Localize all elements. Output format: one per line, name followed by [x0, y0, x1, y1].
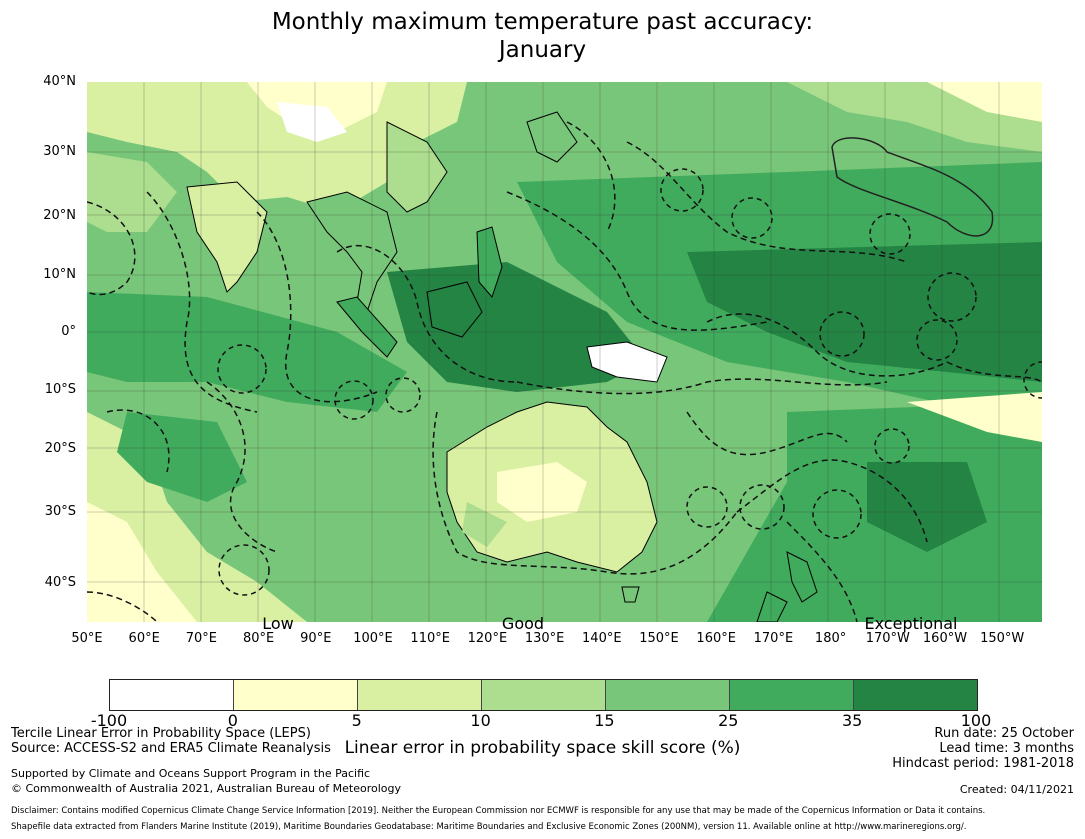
- colorbar-tick: 35: [841, 711, 863, 730]
- colorbar-tick: 25: [718, 711, 739, 730]
- lon-label: 50°E: [71, 631, 103, 646]
- colorbar-segment: [730, 680, 854, 710]
- lat-label: 10°N: [43, 267, 76, 282]
- lat-label: 30°S: [44, 504, 76, 519]
- colorbar-segment: [482, 680, 606, 710]
- lon-label: 160°W: [922, 631, 968, 646]
- lon-label: 60°E: [128, 631, 160, 646]
- skill-map: [87, 82, 1042, 622]
- chart-title: Monthly maximum temperature past accurac…: [0, 8, 1085, 64]
- colorbar-tick: 100: [960, 711, 992, 730]
- colorbar-segment: [606, 680, 730, 710]
- category-exceptional: Exceptional: [864, 614, 958, 633]
- colorbar-segment: [358, 680, 482, 710]
- lon-label: 150°E: [639, 631, 679, 646]
- lon-label: 150°W: [980, 631, 1025, 646]
- category-good: Good: [501, 614, 545, 633]
- lat-label: 40°S: [44, 575, 76, 590]
- colorbar-segment: [110, 680, 234, 710]
- colorbar-segment: [854, 680, 977, 710]
- source-text: Source: ACCESS-S2 and ERA5 Climate Reana…: [11, 741, 331, 756]
- title-line-1: Monthly maximum temperature past accurac…: [271, 9, 814, 35]
- lat-label: 20°N: [43, 208, 76, 223]
- colorbar-tick: 0: [227, 711, 238, 730]
- lon-label: 180°: [814, 631, 847, 646]
- copyright-text: © Commonwealth of Australia 2021, Austra…: [11, 782, 401, 795]
- lon-label: 110°E: [410, 631, 450, 646]
- title-line-2: January: [498, 37, 587, 63]
- created-date: Created: 04/11/2021: [959, 783, 1074, 796]
- lon-label: 170°E: [753, 631, 794, 646]
- lon-label: 130°E: [524, 631, 565, 646]
- lon-label: 70°E: [185, 631, 218, 646]
- lat-label: 20°S: [44, 441, 76, 456]
- lon-label: 140°E: [582, 631, 622, 646]
- lon-label: 120°E: [467, 631, 508, 646]
- colorbar-tick: 15: [594, 711, 615, 730]
- lead-time: Lead time: 3 months: [939, 741, 1074, 756]
- colorbar-segment: [234, 680, 358, 710]
- support-text: Supported by Climate and Oceans Support …: [11, 767, 371, 780]
- run-date: Run date: 25 October: [934, 726, 1074, 741]
- hindcast-period: Hindcast period: 1981-2018: [892, 756, 1074, 771]
- lon-label: 90°E: [300, 631, 332, 646]
- lon-label: 80°E: [242, 631, 275, 646]
- method-text: Tercile Linear Error in Probability Spac…: [11, 726, 311, 741]
- colorbar-label: Linear error in probability space skill …: [344, 738, 741, 758]
- colorbar-tick: 5: [351, 711, 362, 730]
- category-low: Low: [262, 614, 294, 633]
- colorbar-tick: -100: [90, 711, 128, 730]
- lat-label: 0°: [61, 324, 76, 339]
- lon-label: 160°E: [696, 631, 736, 646]
- colorbar: [109, 679, 978, 711]
- colorbar-tick: 10: [470, 711, 491, 730]
- lat-label: 40°N: [43, 74, 76, 89]
- lat-label: 10°S: [44, 382, 76, 397]
- lon-label: 100°E: [353, 631, 393, 646]
- lon-label: 170°W: [865, 631, 910, 646]
- lat-label: 30°N: [43, 144, 76, 159]
- map-svg: [87, 82, 1042, 622]
- disclaimer-shapefile: Shapefile data extracted from Flanders M…: [11, 822, 967, 832]
- disclaimer-copernicus: Disclaimer: Contains modified Copernicus…: [11, 806, 986, 816]
